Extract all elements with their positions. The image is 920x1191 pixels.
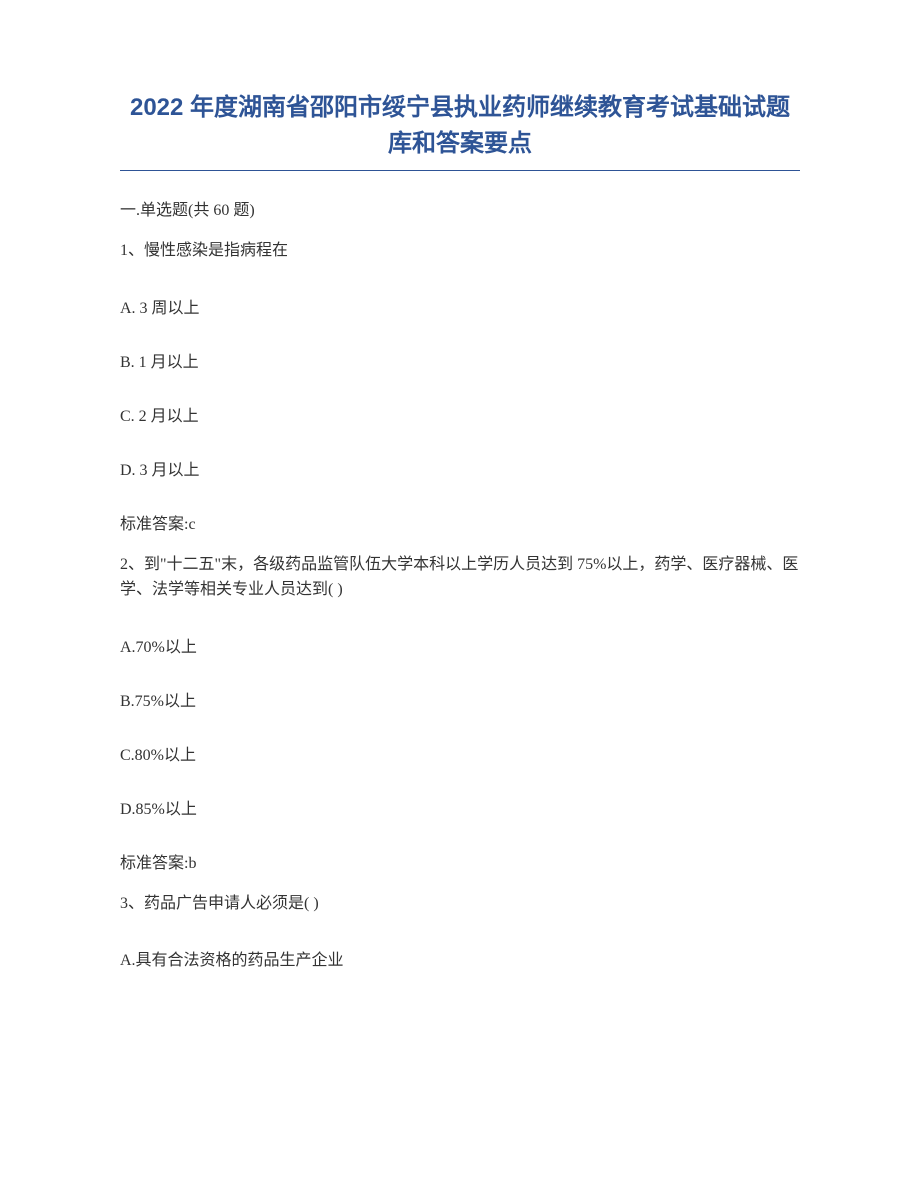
title-divider <box>120 170 800 171</box>
question-1-option-b: B. 1 月以上 <box>120 348 800 372</box>
question-1-answer: 标准答案:c <box>120 510 800 534</box>
question-2-option-c: C.80%以上 <box>120 741 800 765</box>
question-2-option-d: D.85%以上 <box>120 795 800 819</box>
question-stem: 到"十二五"末，各级药品监管队伍大学本科以上学历人员达到 75%以上，药学、医疗… <box>120 556 798 599</box>
question-stem: 慢性感染是指病程在 <box>144 242 288 259</box>
question-1-text: 1、慢性感染是指病程在 <box>120 238 800 264</box>
document-title: 2022 年度湖南省邵阳市绥宁县执业药师继续教育考试基础试题库和答案要点 <box>120 90 800 162</box>
question-number: 3、 <box>120 895 144 912</box>
question-2-option-a: A.70%以上 <box>120 633 800 657</box>
question-3-text: 3、药品广告申请人必须是( ) <box>120 891 800 917</box>
question-3-option-a: A.具有合法资格的药品生产企业 <box>120 946 800 970</box>
section-header: 一.单选题(共 60 题) <box>120 196 800 220</box>
question-number: 2、 <box>120 556 144 573</box>
question-2-answer: 标准答案:b <box>120 849 800 873</box>
question-1-option-c: C. 2 月以上 <box>120 402 800 426</box>
question-2-option-b: B.75%以上 <box>120 687 800 711</box>
question-2-text: 2、到"十二五"末，各级药品监管队伍大学本科以上学历人员达到 75%以上，药学、… <box>120 552 800 603</box>
question-number: 1、 <box>120 242 144 259</box>
question-1-option-d: D. 3 月以上 <box>120 456 800 480</box>
question-1-option-a: A. 3 周以上 <box>120 294 800 318</box>
question-stem: 药品广告申请人必须是( ) <box>144 895 319 912</box>
